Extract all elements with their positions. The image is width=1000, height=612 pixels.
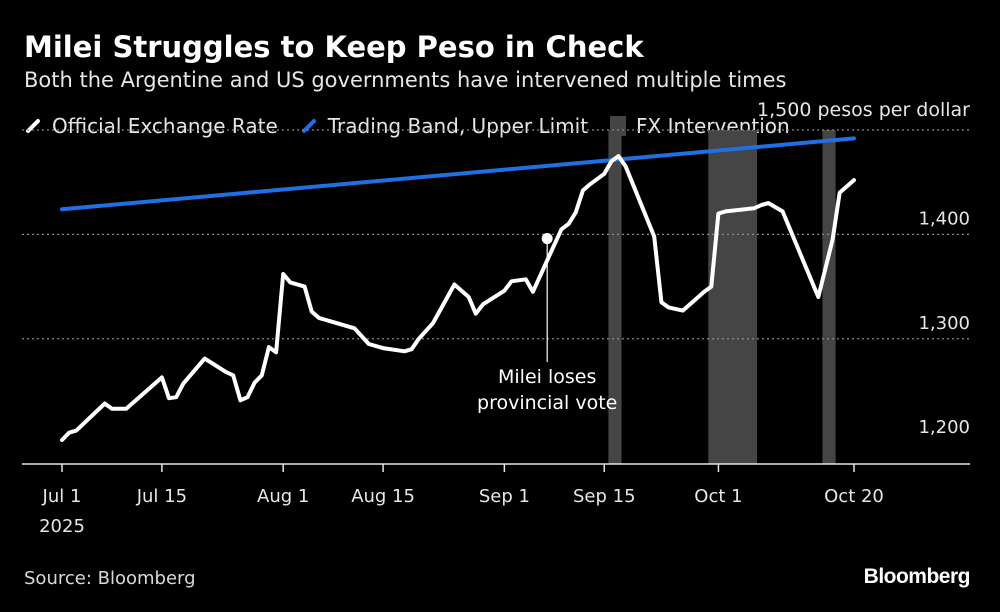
intervention-band-1: [708, 130, 758, 464]
intervention-band-0: [608, 130, 622, 464]
legend: Official Exchange Rate Trading Band, Upp…: [24, 114, 812, 138]
annotation-label-line-1: provincial vote: [477, 392, 617, 414]
annotation-point-0: [541, 233, 553, 245]
y-tick-label-1200: 1,200: [918, 417, 970, 438]
x-tick-label-1: Jul 15: [136, 486, 187, 507]
source-note: Source: Bloomberg: [24, 568, 196, 589]
x-tick-sublabel-0: 2025: [39, 516, 85, 537]
legend-item-official-rate: Official Exchange Rate: [24, 114, 278, 138]
intervention-bands: [608, 130, 836, 464]
chart-subtitle: Both the Argentine and US governments ha…: [24, 68, 787, 92]
x-tick-label-6: Oct 1: [694, 486, 742, 507]
x-tick-label-4: Sep 1: [479, 486, 530, 507]
x-tick-label-2: Aug 1: [257, 486, 309, 507]
y-unit-label: 1,500 pesos per dollar: [757, 99, 970, 121]
legend-label-official-rate: Official Exchange Rate: [52, 114, 278, 138]
series-official-exchange-rate: [60, 154, 856, 442]
x-tick-label-5: Sep 15: [573, 486, 636, 507]
y-tick-label-1300: 1,300: [918, 313, 970, 334]
y-tick-label-1400: 1,400: [918, 208, 970, 229]
annotation-label-line-0: Milei loses: [498, 366, 596, 388]
x-tick-label-0: Jul 1: [42, 486, 82, 507]
x-axis-ticks: Jul 1 2025 Jul 15 Aug 1 Aug 15 Sep 1 Sep 15 Oct…: [39, 464, 884, 537]
annotation: Milei loses provincial vote: [477, 238, 617, 414]
legend-item-trading-band: Trading Band, Upper Limit: [300, 114, 588, 138]
series-lines: [60, 136, 856, 442]
legend-label-trading-band: Trading Band, Upper Limit: [327, 114, 589, 138]
intervention-band-2: [822, 130, 836, 464]
chart-title: Milei Struggles to Keep Peso in Check: [24, 30, 644, 64]
x-tick-label-3: Aug 15: [351, 486, 415, 507]
y-axis-ticks: 1,200 1,300 1,400: [918, 208, 970, 438]
bloomberg-logo: Bloomberg: [863, 565, 971, 588]
gridlines: [22, 129, 970, 340]
x-tick-label-7: Oct 20: [824, 486, 884, 507]
series-trading-band-upper-limit: [60, 136, 856, 212]
